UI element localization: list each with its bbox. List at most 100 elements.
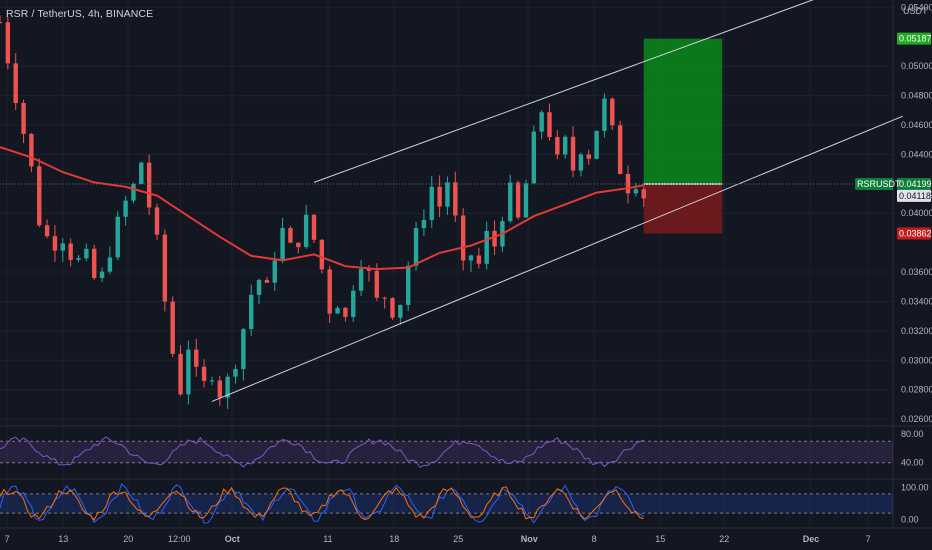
price-axis-label: 0.02600 [901,414,932,424]
overlays [0,0,903,402]
target-price-tag-bg [897,32,931,45]
candle-body [201,366,207,381]
candle-body [288,228,293,243]
long-position-tool[interactable] [643,38,723,234]
candle-body [76,258,81,260]
channel-upper-line [313,0,814,183]
candle-body [453,182,458,216]
candle-body [115,216,120,258]
rsi-line [0,436,644,468]
candle-body [602,98,607,131]
time-axis-label: 20 [123,534,133,544]
symbol-title[interactable]: RSR / TetherUS, 4h, BINANCE [6,8,154,20]
price-axis-label: 0.02800 [901,385,932,395]
candle-body [225,376,230,398]
price-axis-label: 0.03200 [901,326,932,336]
rsi-band [0,441,893,463]
price-axis-label: 0.03000 [901,355,932,365]
candle-body [476,255,482,264]
time-axis-label: 22 [719,534,729,544]
time-axis[interactable]: 7 13 20 12:00 Oct 11 18 25 Nov 8 15 22 Dec 7 [5,534,871,544]
candle-body [217,380,222,398]
candle-body [0,22,3,24]
time-axis-label: 15 [655,534,665,544]
candle-body [398,304,403,318]
candle-body [429,186,434,220]
candle-body [319,239,325,270]
candle-body [437,186,442,207]
ma-value-tag-bg [897,189,931,202]
candle-body [29,133,34,167]
candle-body [327,269,332,314]
stoch-axis-label: 100.00 [901,482,929,492]
candle-body [280,228,285,261]
candle-body [303,214,309,248]
time-axis-label: Oct [225,534,240,544]
stoch-axis-label: 0.00 [901,515,919,525]
price-axis-label: 0.04000 [901,208,932,218]
candle-body [547,112,552,138]
candle-body [84,248,89,259]
candle-body [296,242,301,248]
candle-body [139,162,144,185]
candle-body [21,103,26,134]
candle-body [107,257,113,272]
candle-body [52,236,58,251]
stoch-d-line [0,486,644,521]
candle-body [335,307,340,314]
candle-body [358,268,364,291]
candle-body [249,294,254,329]
candle-body [241,328,246,369]
candle-body [44,225,50,237]
candle-body [272,260,277,283]
candle-body [515,182,521,218]
candle-body [484,230,489,264]
candle-body [617,125,623,175]
ma-value-tag: 0.04118 [899,191,931,201]
candle-body [539,112,544,132]
candle-body [413,228,419,266]
price-axis-label: 0.05400 [901,2,932,12]
candle-body [555,137,560,155]
candle-body [531,131,536,184]
symbol-tag-bg [855,177,893,190]
indicator-panes [0,436,893,524]
price-axis-label: 0.04400 [901,149,932,159]
candle-body [586,154,591,159]
candle-body [186,349,191,395]
candle-body [421,219,427,229]
candle-body [123,200,128,217]
rsi-axis-label: 40.00 [901,458,924,468]
candle-body [594,130,599,159]
time-axis-label: 8 [592,534,597,544]
candle-body [468,255,474,261]
currency-label: USDT [903,6,928,16]
candle-body [170,301,175,354]
candle-body [99,271,105,279]
candles [0,15,646,409]
candle-body [146,162,152,208]
candle-body [351,290,356,317]
channel-lower-line [211,115,903,402]
price-axis-label: 0.03400 [901,296,932,306]
candle-body [92,248,97,279]
candle-body [37,166,42,226]
candle-body [154,207,160,235]
candle-body [233,368,238,377]
stoch-k-line [0,483,645,524]
target-zone [643,38,723,184]
ma-line [0,146,644,271]
time-axis-label: 25 [453,534,463,544]
candle-body [131,184,136,201]
time-axis-label: 7 [866,534,871,544]
candle-body [570,136,576,171]
price-axis-label: 0.04600 [901,120,932,130]
candle-body [374,270,379,298]
candle-body [610,98,615,126]
time-axis-label: Nov [521,534,538,544]
stop-zone [643,183,723,234]
stop-price-tag: 0.03862 [899,229,932,239]
target-price-tag: 0.05187 [899,34,932,44]
